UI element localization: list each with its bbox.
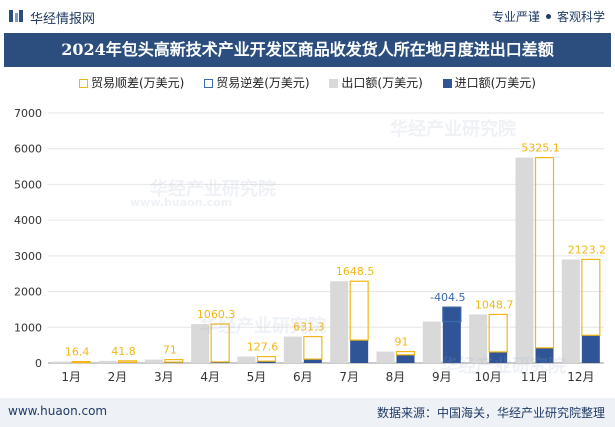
data-label: -404.5 (430, 291, 465, 304)
x-tick-label: 2月 (108, 370, 128, 384)
surplus-outline-bar (256, 355, 277, 362)
legend-swatch-surplus (79, 79, 88, 88)
deficit-outline-bar (442, 306, 462, 323)
brand-logo-icon (9, 10, 23, 22)
data-label: 127.6 (247, 341, 279, 354)
legend-item-deficit: 贸易逆差(万美元) (204, 74, 310, 91)
brand-name: 华经情报网 (30, 12, 96, 27)
export-bar (237, 356, 256, 363)
x-tick-label: 1月 (61, 370, 81, 384)
import-bar (581, 335, 600, 363)
legend-label-surplus: 贸易顺差(万美元) (91, 76, 185, 90)
y-tick-label: 2000 (14, 286, 42, 299)
import-bar (350, 340, 369, 363)
legend-item-surplus: 贸易顺差(万美元) (79, 74, 184, 91)
data-label: 1648.5 (336, 265, 375, 278)
surplus-outline-bar (349, 280, 369, 341)
export-bar (283, 336, 302, 363)
footer-website[interactable]: www.huaon.com (8, 404, 108, 418)
data-label: 71 (163, 344, 177, 357)
surplus-outline-bar (210, 323, 230, 363)
x-tick-label: 6月 (293, 370, 313, 384)
legend-swatch-export (329, 79, 339, 88)
x-tick-label: 7月 (339, 370, 359, 384)
export-bar (52, 361, 71, 363)
data-label: 91 (395, 336, 409, 349)
surplus-outline-bar (71, 360, 91, 364)
separator-dot-icon (545, 14, 551, 19)
x-tick-label: 4月 (200, 370, 220, 384)
y-tick-label: 1000 (14, 321, 42, 334)
x-tick-label: 3月 (154, 370, 174, 384)
y-tick-label: 7000 (14, 107, 42, 120)
tagline: 专业严谨 客观科学 (492, 8, 605, 25)
import-bar (442, 307, 461, 363)
data-label: 5325.1 (521, 142, 560, 155)
legend-label-import: 进口额(万美元) (454, 76, 536, 90)
data-label: 631.3 (293, 321, 325, 334)
x-tick-label: 9月 (432, 370, 452, 384)
header-bar: 华经情报网 专业严谨 客观科学 (0, 0, 615, 32)
legend-swatch-import (442, 79, 452, 88)
surplus-outline-bar (395, 350, 416, 356)
legend-label-deficit: 贸易逆差(万美元) (216, 76, 310, 90)
import-bar (257, 361, 276, 363)
data-label: 41.8 (111, 345, 136, 358)
import-bar (303, 359, 322, 363)
footer-bar: www.huaon.com 数据来源：中国海关，华经产业研究院整理 (0, 398, 615, 427)
data-label: 2123.2 (568, 243, 607, 256)
title-bar: 2024年包头高新技术产业开发区商品收发货人所在地月度进出口差额 (4, 33, 611, 67)
y-tick-label: 6000 (14, 143, 42, 156)
export-bar (98, 360, 117, 363)
export-bar (515, 157, 534, 363)
export-bar (191, 324, 210, 363)
data-label: 16.4 (65, 346, 90, 359)
y-tick-label: 3000 (14, 250, 42, 263)
surplus-outline-bar (581, 258, 601, 336)
export-bar (144, 359, 163, 363)
surplus-outline-bar (164, 359, 184, 363)
chart-title: 2024年包头高新技术产业开发区商品收发货人所在地月度进出口差额 (61, 40, 554, 59)
x-tick-label: 12月 (567, 370, 594, 384)
surplus-outline-bar (534, 157, 555, 349)
footer-source: 数据来源：中国海关，华经产业研究院整理 (376, 406, 605, 420)
export-bar (561, 259, 580, 363)
surplus-outline-bar (488, 313, 508, 353)
export-bar (330, 281, 349, 363)
data-label: 1048.7 (475, 298, 514, 311)
export-bar (469, 314, 488, 363)
legend-swatch-deficit (204, 79, 214, 88)
export-bar (376, 351, 395, 363)
import-bar (535, 347, 554, 363)
import-bar (396, 354, 415, 363)
data-label: 1060.3 (197, 308, 236, 321)
y-tick-label: 5000 (14, 178, 42, 191)
legend-item-import: 进口额(万美元) (442, 74, 536, 91)
y-tick-label: 0 (35, 357, 42, 370)
legend-label-export: 出口额(万美元) (341, 76, 423, 90)
x-tick-label: 8月 (386, 370, 406, 384)
y-tick-label: 4000 (14, 214, 42, 227)
surplus-outline-bar (303, 335, 323, 360)
chart-legend: 贸易顺差(万美元) 贸易逆差(万美元) 出口额(万美元) 进口额(万美元) (0, 74, 615, 92)
import-bar (489, 351, 508, 363)
tagline-right: 客观科学 (556, 10, 605, 24)
x-tick-label: 5月 (247, 370, 267, 384)
export-bar (422, 321, 441, 363)
x-tick-label: 11月 (521, 370, 548, 384)
tagline-left: 专业严谨 (491, 10, 540, 24)
surplus-outline-bar (117, 360, 138, 363)
chart-plot: 0 1000 2000 3000 4000 5000 6000 7000 16.4 1月 41.8 2… (14, 107, 607, 384)
legend-item-export: 出口额(万美元) (329, 74, 423, 91)
x-tick-label: 10月 (475, 370, 502, 384)
